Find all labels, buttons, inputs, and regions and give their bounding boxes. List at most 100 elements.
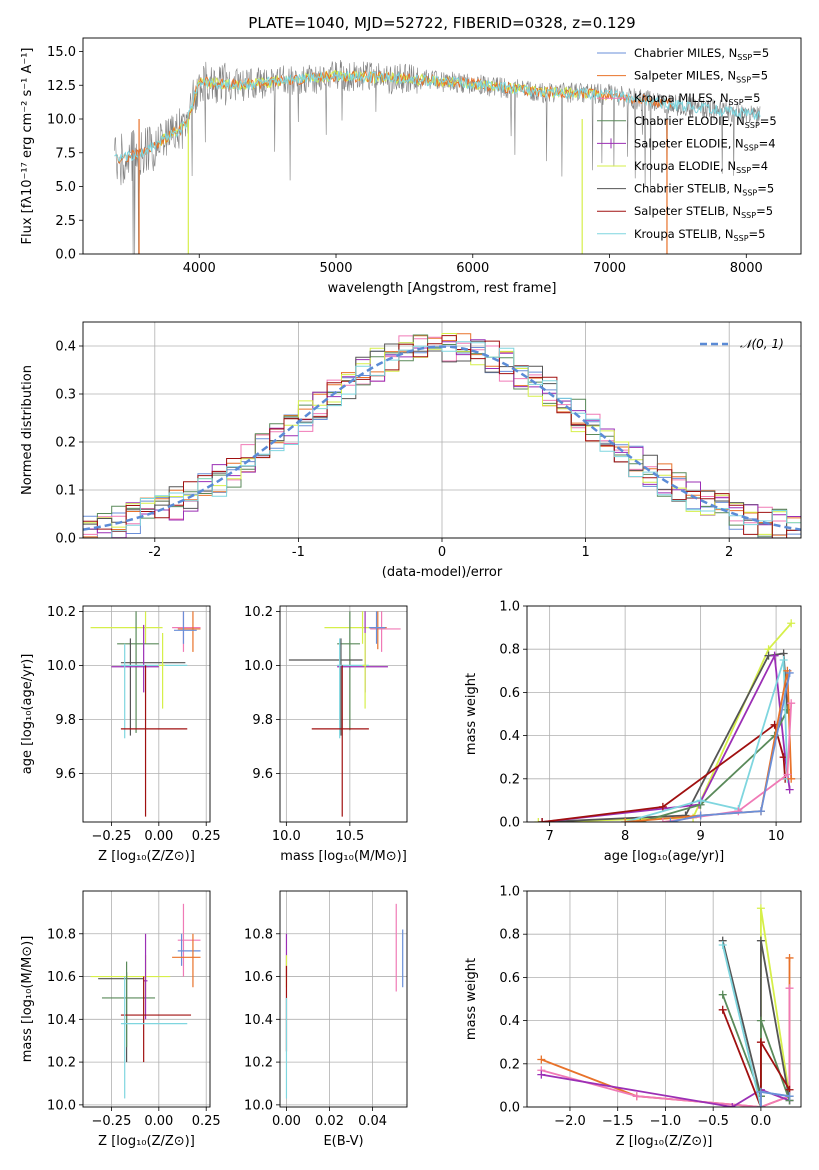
series-marker xyxy=(658,802,667,811)
y-tick-label: 0.4 xyxy=(499,729,520,744)
x-tick-label: 10 xyxy=(768,829,785,844)
x-tick-label: 0.02 xyxy=(315,1114,344,1129)
axes-frame xyxy=(82,890,211,1108)
y-axis-label: Flux [fλ10⁻¹⁷ erg cm⁻² s⁻¹ A⁻¹] xyxy=(20,48,35,245)
legend-label: Kroupa STELIB, NSSP=5 xyxy=(634,227,765,243)
x-tick-label: 10.5 xyxy=(335,829,364,844)
y-tick-label: 0.6 xyxy=(499,686,520,701)
series-marker xyxy=(787,699,796,708)
panel-mass-weight-vs-Z: −2.0 −1.5 −1.0 −0.5 0.0 0.0 0.2 0.4 0.6 0.8 1.0 Z [… xyxy=(464,885,802,1149)
y-tick-label: 10.4 xyxy=(47,1013,76,1028)
errorbar-chabrier_elodie xyxy=(117,611,159,733)
y-tick-label: 9.8 xyxy=(55,713,76,728)
y-tick-label: 7.5 xyxy=(55,146,76,161)
errorbar-chabrier_miles xyxy=(173,611,197,644)
series-chabrier_miles xyxy=(666,668,794,822)
x-tick-label: 0.00 xyxy=(272,1114,301,1129)
errorbar-chabrier_stelib xyxy=(98,972,144,1063)
y-tick-label: 10.2 xyxy=(47,1056,76,1071)
panel-residual-histogram: -2 -1 0 1 2 0.0 0.1 0.2 0.3 0.4 𝒩(0, 1) (data-model… xyxy=(20,321,802,580)
series-line xyxy=(541,1073,790,1107)
y-tick-label: 0.4 xyxy=(499,1014,520,1029)
series-marker xyxy=(756,1087,765,1096)
series-line xyxy=(542,652,789,822)
plot-area xyxy=(537,904,794,1107)
series-marker xyxy=(632,1092,641,1101)
axes-frame xyxy=(82,321,802,539)
series-marker xyxy=(783,770,792,779)
errorbar-salpeter_miles xyxy=(172,933,201,988)
series-marker xyxy=(718,990,727,999)
histogram-salpeter_stelib xyxy=(83,335,801,538)
y-tick-label: 0.2 xyxy=(499,1057,520,1072)
x-tick-label: 4000 xyxy=(183,261,216,276)
y-tick-label: 1.0 xyxy=(499,600,520,615)
x-tick-label: 0.0 xyxy=(751,1114,772,1129)
series-marker xyxy=(787,619,796,628)
x-axis-label: E(B-V) xyxy=(323,1134,363,1149)
series-marker xyxy=(756,1016,765,1025)
y-tick-label: 15.0 xyxy=(47,45,76,60)
y-tick-label: 10.0 xyxy=(47,113,76,128)
legend-entry: Chabrier STELIB, NSSP=5 xyxy=(597,182,774,198)
series-marker xyxy=(779,656,788,664)
series-marker xyxy=(621,818,630,822)
errorbar-kroupa_stelib xyxy=(120,976,188,1099)
y-tick-label: 0.3 xyxy=(55,388,76,403)
y-axis-label: mass [log₁₀(M/M⊙)] xyxy=(20,936,35,1063)
series-line xyxy=(538,622,792,822)
y-tick-label: 0.1 xyxy=(55,484,76,499)
x-axis-label: mass [log₁₀(M/M⊙)] xyxy=(280,849,407,864)
legend-label: Chabrier ELODIE, NSSP=5 xyxy=(634,114,777,130)
series-line xyxy=(542,652,791,822)
axes-frame xyxy=(279,605,408,823)
errorbar-kroupa_elodie xyxy=(90,611,163,644)
y-tick-label: 0.0 xyxy=(499,816,520,831)
x-axis-label: (data-model)/error xyxy=(382,565,503,580)
series-marker xyxy=(537,1055,546,1064)
legend-entry: Chabrier ELODIE, NSSP=5 xyxy=(597,114,777,130)
errorbar-chabrier_miles xyxy=(368,611,386,644)
y-tick-label: 10.6 xyxy=(244,970,273,985)
series-kroupa_elodie xyxy=(756,904,794,1107)
y-tick-label: 12.5 xyxy=(47,79,76,94)
legend-entry: Salpeter STELIB, NSSP=5 xyxy=(597,204,773,220)
series-line xyxy=(639,709,789,822)
series-marker xyxy=(718,1005,727,1014)
y-tick-label: 5.0 xyxy=(55,180,76,195)
series-marker xyxy=(770,651,779,660)
y-tick-label: 0.0 xyxy=(55,248,76,263)
legend-label: Salpeter MILES, NSSP=5 xyxy=(634,69,768,85)
y-tick-label: 0.2 xyxy=(55,436,76,451)
x-tick-label: 7000 xyxy=(593,261,626,276)
series-marker xyxy=(666,818,675,822)
series-marker xyxy=(718,941,727,949)
series-marker xyxy=(728,1103,737,1107)
normal-curve xyxy=(83,345,801,531)
x-tick-label: 2 xyxy=(725,545,733,560)
panel-mass-weight-vs-age: 7 8 9 10 0.0 0.2 0.4 0.6 0.8 1.0 age [log₁₀(age/yr… xyxy=(464,600,802,864)
errorbar-kroupa_elodie xyxy=(90,955,171,998)
figure-title: PLATE=1040, MJD=52722, FIBERID=0328, z=0… xyxy=(248,14,635,32)
x-tick-label: 8 xyxy=(621,829,629,844)
series-marker xyxy=(696,811,705,820)
errorbar-kroupa_stelib xyxy=(120,643,188,739)
errorbar-kroupa_elodie xyxy=(362,633,367,709)
y-tick-label: 10.8 xyxy=(47,927,76,942)
x-tick-label: 5000 xyxy=(319,261,352,276)
series-marker xyxy=(537,1070,546,1079)
y-tick-label: 10.6 xyxy=(47,970,76,985)
x-tick-label: 0.00 xyxy=(144,829,173,844)
panel-mass-vs-EBV: 0.00 0.02 0.04 10.0 10.2 10.4 10.6 10.8 E(B-V) xyxy=(244,890,408,1149)
series-marker xyxy=(785,1092,794,1101)
panel-age-vs-mass: 10.0 10.5 9.6 9.8 10.0 10.2 mass [log₁₀(M/M⊙)] xyxy=(244,605,408,864)
axes-frame xyxy=(279,890,408,1108)
x-tick-label: −0.25 xyxy=(92,829,132,844)
legend-label: Salpeter STELIB, NSSP=5 xyxy=(634,204,773,220)
y-tick-label: 0.4 xyxy=(55,340,76,355)
series-marker xyxy=(756,904,765,913)
x-tick-label: -1 xyxy=(292,545,305,560)
series-line xyxy=(541,988,791,1107)
y-tick-label: 0.6 xyxy=(499,971,520,986)
series-marker xyxy=(696,796,705,805)
